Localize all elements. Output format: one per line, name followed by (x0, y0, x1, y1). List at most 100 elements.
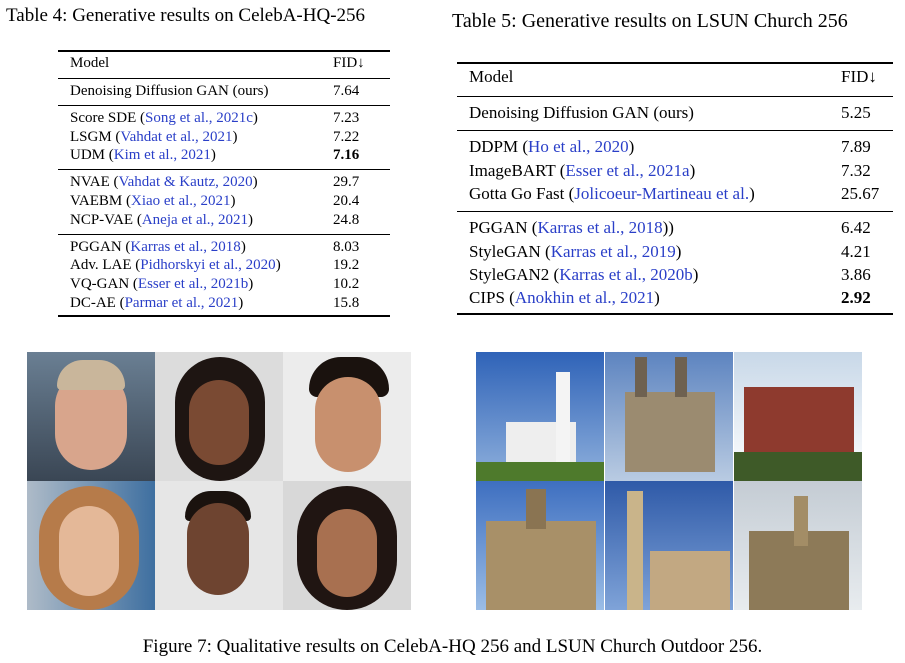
table-row: VAEBM (Xiao et al., 2021) (70, 193, 236, 210)
table-rule (457, 211, 893, 213)
column-header: Model (70, 55, 110, 71)
photo (283, 481, 411, 610)
model-name: DC-AE ( (70, 294, 125, 311)
fid-value: 10.2 (333, 275, 360, 292)
model-name: UDM ( (70, 147, 114, 164)
model-name: StyleGAN2 ( (469, 264, 560, 284)
table-caption: Table 5: Generative results on LSUN Chur… (452, 10, 848, 32)
fid-value: 2.92 (841, 288, 871, 308)
model-name: ) (749, 183, 755, 203)
citation[interactable]: Xiao et al., 2021 (130, 193, 231, 209)
fid-value: 4.21 (841, 241, 871, 261)
model-name: NCP-VAE ( (70, 211, 142, 228)
citation[interactable]: Jolicoeur-Martineau et al. (574, 183, 750, 203)
table-rule (58, 105, 390, 107)
model-name: ) (248, 275, 254, 292)
fid-value: 7.16 (333, 147, 360, 164)
fid-value: 24.8 (333, 211, 360, 228)
model-name: Gotta Go Fast ( (469, 183, 575, 203)
column-header: FID↓ (841, 67, 877, 86)
model-name: ImageBART ( (469, 160, 566, 180)
model-name: PGGAN ( (469, 218, 538, 238)
model-name: Adv. LAE ( (70, 257, 141, 274)
citation[interactable]: Karras et al., 2018 (537, 218, 663, 238)
table-row: StyleGAN (Karras et al., 2019) (469, 242, 681, 262)
citation[interactable]: Pidhorskyi et al., 2020 (140, 257, 276, 274)
fid-value: 25.67 (841, 183, 880, 203)
citation[interactable]: Ho et al., 2020 (528, 137, 629, 157)
citation[interactable]: Song et al., 2021c (145, 110, 253, 127)
table-row: VQ-GAN (Esser et al., 2021b) (70, 276, 253, 293)
citation[interactable]: Anokhin et al., 2021 (514, 288, 655, 308)
table-caption: Table 4: Generative results on CelebA-HQ… (6, 5, 366, 26)
model-name: NVAE ( (70, 174, 119, 191)
table-row: NCP-VAE (Aneja et al., 2021) (70, 212, 253, 229)
table-row: DC-AE (Parmar et al., 2021) (70, 295, 243, 312)
fid-value: 20.4 (333, 193, 360, 209)
model-name: ) (238, 294, 244, 311)
table-rule (457, 130, 893, 132)
model-name: ) (275, 257, 281, 274)
model-name: ) (654, 288, 660, 308)
model-name: LSGM ( (70, 128, 121, 145)
fid-value: 6.42 (841, 218, 871, 238)
model-name: ) (692, 264, 699, 284)
table-rule (457, 313, 893, 315)
photo (605, 352, 733, 481)
table-row: CIPS (Anokhin et al., 2021) (469, 288, 660, 308)
photo (155, 352, 283, 481)
table-row: Denoising Diffusion GAN (ours) (469, 103, 694, 123)
table-row: StyleGAN2 (Karras et al., 2020b) (469, 265, 698, 285)
model-name: Score SDE ( (70, 110, 145, 127)
photo (27, 352, 155, 481)
fid-value: 29.7 (333, 174, 360, 191)
model-name: VAEBM ( (70, 193, 131, 209)
fid-value: 7.23 (333, 110, 360, 127)
table-row: Score SDE (Song et al., 2021c) (70, 110, 258, 127)
model-name: CIPS ( (469, 288, 515, 308)
fid-value: 7.22 (333, 128, 360, 145)
fid-value: 7.32 (841, 160, 871, 180)
citation[interactable]: Kim et al., 2021 (113, 147, 211, 164)
citation[interactable]: Karras et al., 2020b (559, 264, 693, 284)
citation[interactable]: Aneja et al., 2021 (141, 211, 249, 228)
table-row: PGGAN (Karras et al., 2018) (70, 239, 246, 256)
table-row: NVAE (Vahdat & Kautz, 2020) (70, 174, 258, 191)
model-name: PGGAN ( (70, 238, 131, 255)
table-row: ImageBART (Esser et al., 2021a) (469, 161, 695, 181)
fid-value: 3.86 (841, 264, 871, 284)
table-row: DDPM (Ho et al., 2020) (469, 137, 634, 157)
table-rule (58, 315, 390, 317)
fid-value: 8.03 (333, 238, 360, 255)
model-name: ) (675, 241, 682, 261)
column-header: FID↓ (333, 55, 365, 71)
table-rule (58, 50, 390, 52)
fid-value: 15.8 (333, 294, 360, 311)
table-row: Denoising Diffusion GAN (ours) (70, 83, 268, 100)
column-header: Model (469, 67, 514, 86)
citation[interactable]: Esser et al., 2021a (565, 160, 690, 180)
photo (476, 481, 604, 610)
table-row: Adv. LAE (Pidhorskyi et al., 2020) (70, 257, 281, 274)
model-name: ) (628, 137, 635, 157)
citation[interactable]: Vahdat & Kautz, 2020 (118, 174, 253, 191)
table-rule (457, 96, 893, 97)
citation[interactable]: Esser et al., 2021b (137, 275, 249, 292)
citation[interactable]: Karras et al., 2018 (130, 238, 241, 255)
model-name: ) (232, 128, 238, 145)
model-name: ) (240, 238, 246, 255)
model-name: )) (662, 218, 674, 238)
table-rule (58, 78, 390, 79)
citation[interactable]: Karras et al., 2019 (550, 241, 676, 261)
photo (155, 481, 283, 610)
table-rule (457, 62, 893, 64)
model-name: ) (689, 160, 696, 180)
model-name: ) (248, 211, 254, 228)
photo (605, 481, 733, 610)
citation[interactable]: Vahdat et al., 2021 (120, 128, 233, 145)
citation[interactable]: Parmar et al., 2021 (124, 294, 239, 311)
figure-caption: Figure 7: Qualitative results on CelebA-… (142, 636, 763, 657)
fid-value: 7.64 (333, 83, 360, 99)
model-name: ) (230, 193, 236, 209)
model-name: ) (252, 174, 258, 191)
